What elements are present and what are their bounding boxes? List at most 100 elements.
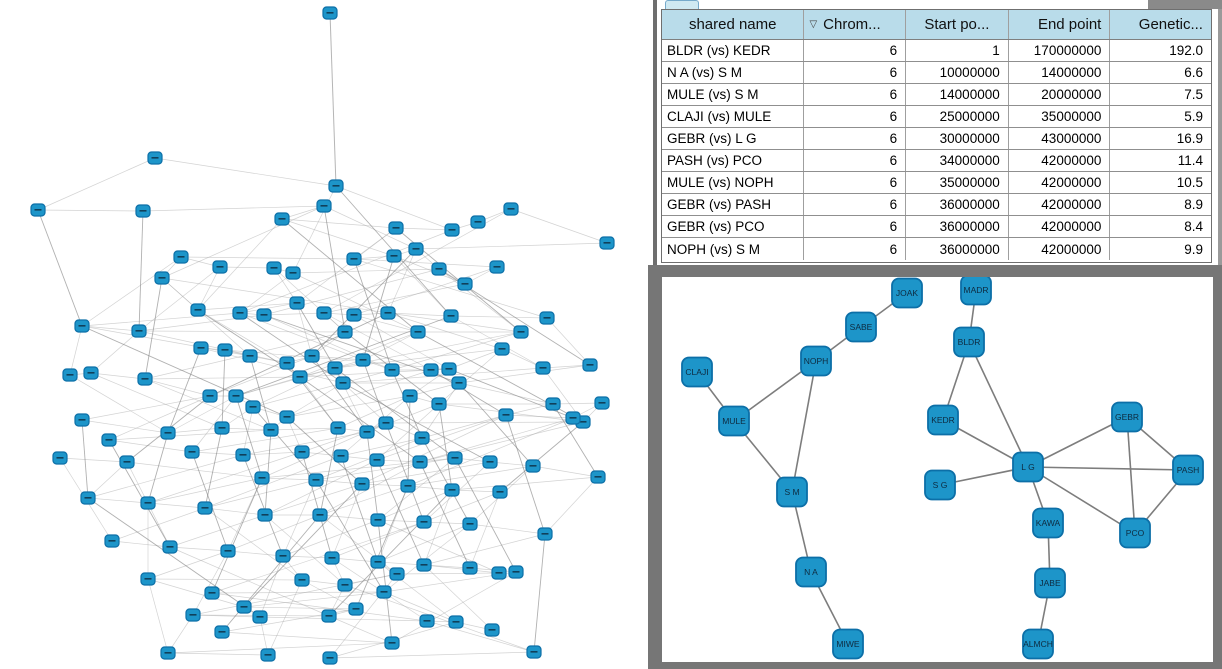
- network-node[interactable]: [308, 473, 324, 487]
- network-node[interactable]: [131, 324, 147, 338]
- network-node[interactable]: [384, 363, 400, 377]
- network-overview-canvas[interactable]: [0, 0, 648, 669]
- network-node-KEDR[interactable]: KEDR: [927, 404, 959, 436]
- network-node[interactable]: [74, 319, 90, 333]
- network-node[interactable]: [162, 540, 178, 554]
- network-node[interactable]: [423, 363, 439, 377]
- network-node[interactable]: [545, 397, 561, 411]
- network-node-JABE[interactable]: JABE: [1034, 567, 1066, 599]
- network-node[interactable]: [185, 608, 201, 622]
- network-node[interactable]: [330, 421, 346, 435]
- network-node[interactable]: [337, 325, 353, 339]
- network-node[interactable]: [279, 356, 295, 370]
- network-node[interactable]: [594, 396, 610, 410]
- network-node[interactable]: [135, 204, 151, 218]
- network-node-SABE[interactable]: SABE: [845, 311, 877, 343]
- network-node[interactable]: [565, 411, 581, 425]
- network-node[interactable]: [140, 496, 156, 510]
- network-node[interactable]: [260, 648, 276, 662]
- network-node[interactable]: [274, 212, 290, 226]
- network-node[interactable]: [220, 544, 236, 558]
- network-node-NA[interactable]: N A: [795, 556, 827, 588]
- network-node[interactable]: [370, 555, 386, 569]
- network-node[interactable]: [212, 260, 228, 274]
- network-node[interactable]: [204, 586, 220, 600]
- network-node[interactable]: [484, 623, 500, 637]
- network-node-KAWA[interactable]: KAWA: [1032, 507, 1064, 539]
- network-node-MULE[interactable]: MULE: [718, 405, 750, 437]
- network-node[interactable]: [451, 376, 467, 390]
- network-node[interactable]: [354, 477, 370, 491]
- table-row[interactable]: BLDR (vs) KEDR 6 1 170000000 192.0: [662, 40, 1211, 62]
- network-node[interactable]: [257, 508, 273, 522]
- network-node[interactable]: [535, 361, 551, 375]
- network-node[interactable]: [245, 400, 261, 414]
- network-node-NOPH[interactable]: NOPH: [800, 345, 832, 377]
- network-node[interactable]: [197, 501, 213, 515]
- network-node[interactable]: [256, 308, 272, 322]
- network-node[interactable]: [154, 271, 170, 285]
- network-node[interactable]: [386, 249, 402, 263]
- network-node[interactable]: [294, 445, 310, 459]
- network-node[interactable]: [400, 479, 416, 493]
- network-node[interactable]: [370, 513, 386, 527]
- column-header-endpoint[interactable]: End point: [1009, 10, 1111, 39]
- network-node[interactable]: [294, 573, 310, 587]
- network-node-MIWE[interactable]: MIWE: [832, 628, 864, 660]
- network-node[interactable]: [316, 199, 332, 213]
- network-node[interactable]: [431, 262, 447, 276]
- network-node[interactable]: [252, 610, 268, 624]
- network-node[interactable]: [74, 413, 90, 427]
- network-node[interactable]: [266, 261, 282, 275]
- network-node[interactable]: [539, 311, 555, 325]
- network-node[interactable]: [431, 397, 447, 411]
- network-node[interactable]: [346, 308, 362, 322]
- network-node[interactable]: [193, 341, 209, 355]
- network-node-BLDR[interactable]: BLDR: [953, 326, 985, 358]
- network-node[interactable]: [236, 600, 252, 614]
- network-node-ALMCH[interactable]: ALMCH: [1022, 628, 1054, 660]
- table-panel-tab[interactable]: [665, 0, 699, 9]
- network-node[interactable]: [513, 325, 529, 339]
- network-node[interactable]: [279, 410, 295, 424]
- table-row[interactable]: GEBR (vs) PCO 6 36000000 42000000 8.4: [662, 216, 1211, 238]
- genetics-network-canvas[interactable]: JOAK MADR SABE BLDR NOPH CLAJI MULE KEDR GEBR L G…: [662, 277, 1213, 662]
- network-node[interactable]: [443, 309, 459, 323]
- network-node[interactable]: [160, 426, 176, 440]
- network-node[interactable]: [462, 561, 478, 575]
- network-node[interactable]: [254, 471, 270, 485]
- table-row[interactable]: PASH (vs) PCO 6 34000000 42000000 11.4: [662, 150, 1211, 172]
- network-node[interactable]: [447, 451, 463, 465]
- network-node[interactable]: [448, 615, 464, 629]
- network-node[interactable]: [235, 448, 251, 462]
- network-node[interactable]: [101, 433, 117, 447]
- network-node[interactable]: [217, 343, 233, 357]
- network-node[interactable]: [498, 408, 514, 422]
- network-node[interactable]: [147, 151, 163, 165]
- network-node[interactable]: [494, 342, 510, 356]
- network-node[interactable]: [369, 453, 385, 467]
- network-node[interactable]: [289, 296, 305, 310]
- network-node[interactable]: [384, 636, 400, 650]
- network-node[interactable]: [402, 389, 418, 403]
- network-node[interactable]: [525, 459, 541, 473]
- network-node[interactable]: [408, 242, 424, 256]
- network-node[interactable]: [590, 470, 606, 484]
- network-node[interactable]: [80, 491, 96, 505]
- network-node[interactable]: [376, 585, 392, 599]
- column-header-chrom[interactable]: ▽ Chrom...: [804, 10, 907, 39]
- network-node[interactable]: [414, 431, 430, 445]
- column-header-genetic[interactable]: Genetic...: [1110, 10, 1211, 39]
- network-node[interactable]: [419, 614, 435, 628]
- table-row[interactable]: MULE (vs) S M 6 14000000 20000000 7.5: [662, 84, 1211, 106]
- network-node[interactable]: [388, 221, 404, 235]
- network-node-SM[interactable]: S M: [776, 476, 808, 508]
- network-node[interactable]: [337, 578, 353, 592]
- network-node[interactable]: [359, 425, 375, 439]
- network-node[interactable]: [285, 266, 301, 280]
- network-node[interactable]: [508, 565, 524, 579]
- network-node[interactable]: [83, 366, 99, 380]
- network-node[interactable]: [30, 203, 46, 217]
- network-node[interactable]: [492, 485, 508, 499]
- network-node-LG[interactable]: L G: [1012, 451, 1044, 483]
